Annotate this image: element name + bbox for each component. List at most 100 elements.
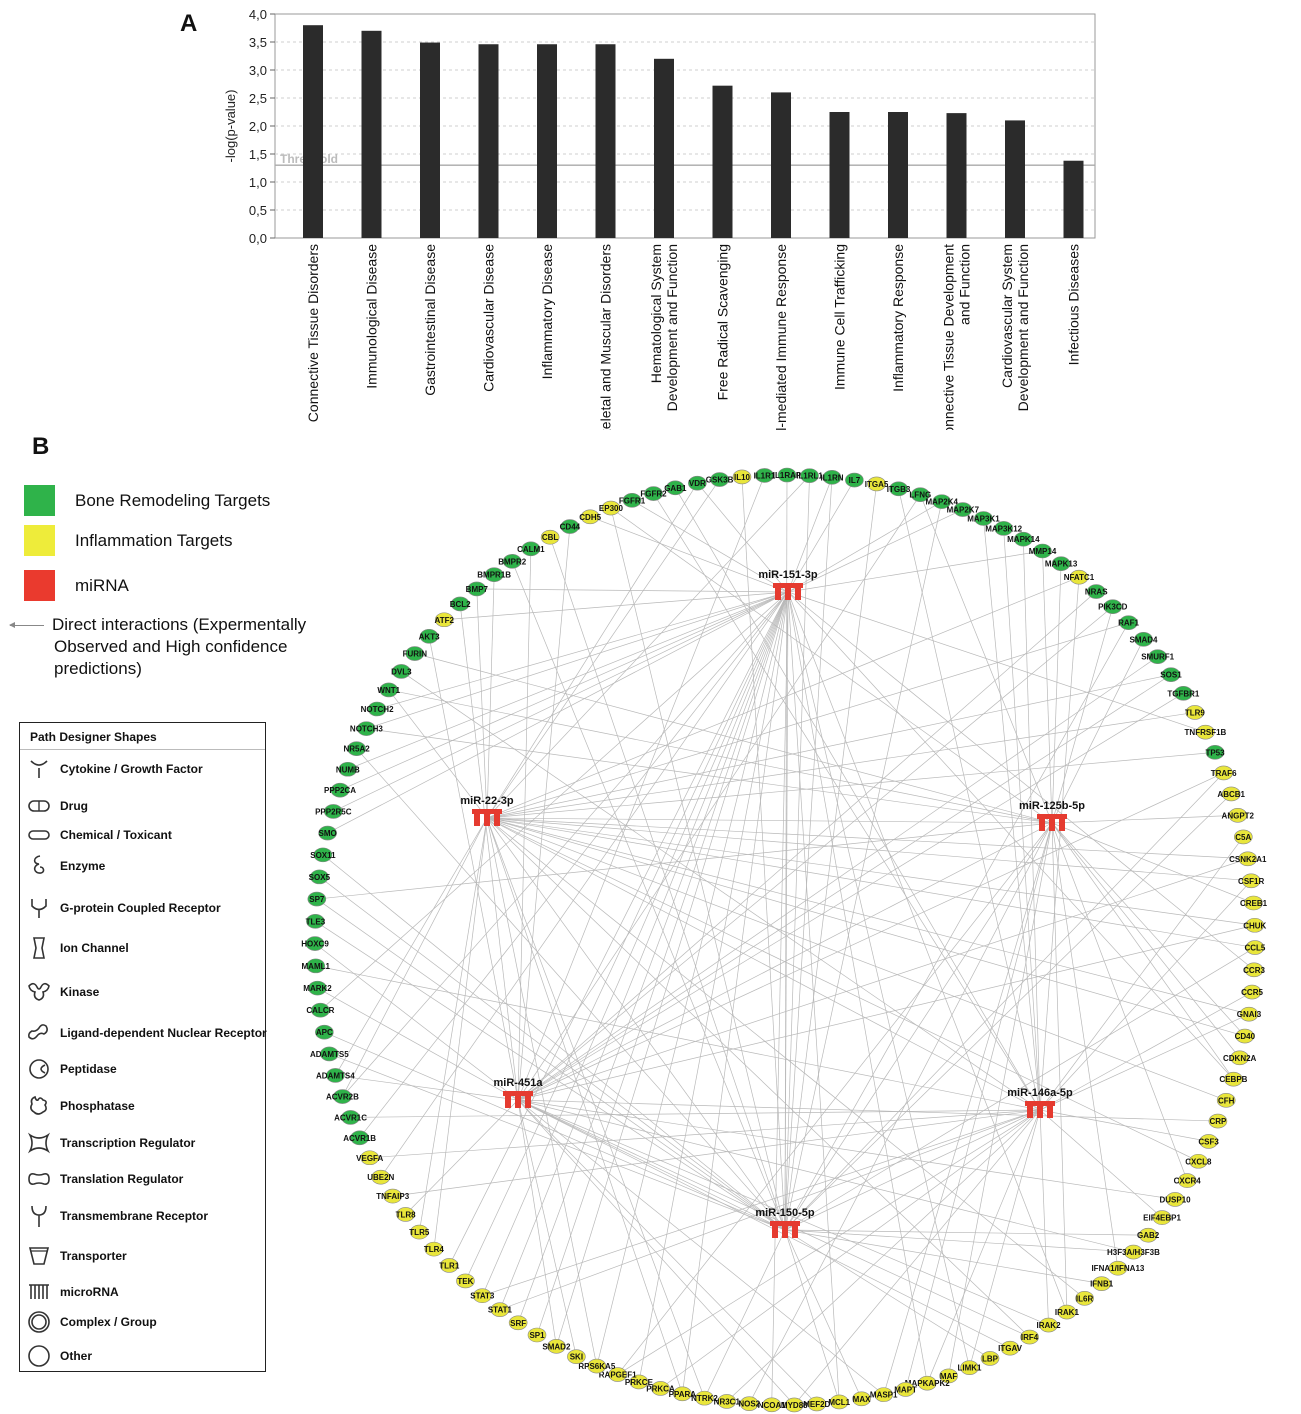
target-node-label: MAP2K4	[926, 498, 959, 507]
target-node-label: SMAD2	[542, 1342, 571, 1351]
y-tick-label: 1,0	[249, 175, 267, 190]
microrna-leg	[1027, 1104, 1033, 1118]
arrow-icon	[9, 622, 44, 629]
edge	[704, 1229, 786, 1399]
shape-label: Chemical / Toxicant	[60, 828, 172, 842]
target-node-yellow	[1245, 917, 1265, 933]
edge	[517, 1099, 795, 1406]
target-node-label: RPS6KA5	[578, 1362, 615, 1371]
mirna-node: miR-146a-5p	[1007, 1087, 1073, 1118]
target-node-label: WNT1	[377, 686, 400, 695]
edge	[784, 477, 833, 1231]
x-tick-label: Cell-mediated Immune Response	[773, 244, 789, 452]
path-designer-shapes-box: Path Designer Shapes Cytokine / Growth F…	[19, 722, 267, 1372]
edge	[418, 817, 488, 1233]
target-node-label: GAB2	[1137, 1231, 1160, 1240]
edge	[324, 1031, 786, 1231]
target-node-label: MMP14	[1029, 547, 1057, 556]
target-node-yellow	[473, 1288, 492, 1304]
edge	[486, 475, 810, 819]
target-node-yellow	[540, 529, 560, 545]
edge	[448, 591, 789, 1266]
target-node-green	[1119, 615, 1138, 630]
shape-label: Ligand-dependent Nuclear Receptor	[60, 1026, 267, 1040]
edge	[317, 987, 519, 1101]
target-node-yellow	[1239, 1006, 1259, 1022]
target-node-yellow	[371, 1169, 391, 1185]
edge	[517, 1099, 1218, 1122]
y-tick-label: 0,0	[249, 231, 267, 246]
x-tick-label: Inflammatory Disease	[539, 244, 555, 380]
edge	[784, 947, 1256, 1231]
target-node-label: STAT1	[488, 1306, 513, 1315]
target-node-label: IRAK2	[1037, 1321, 1062, 1330]
transporter-icon	[26, 1243, 52, 1269]
edge	[335, 817, 488, 1076]
edge	[784, 475, 788, 1231]
target-node-label: SOS1	[1160, 671, 1182, 680]
microrna-leg	[772, 1224, 778, 1238]
edge	[428, 636, 519, 1101]
arrow-legend-line-2: Observed and High confidence	[54, 637, 288, 656]
target-node-label: PIK3CD	[1098, 603, 1128, 612]
edge	[486, 574, 495, 819]
target-node-label: MCL1	[828, 1398, 850, 1407]
edge	[741, 476, 786, 1231]
target-node-yellow	[1000, 1340, 1020, 1356]
target-node-label: CXCR4	[1174, 1177, 1202, 1186]
edge	[329, 1053, 786, 1231]
target-node-label: MAPT	[894, 1385, 917, 1394]
target-node-yellow	[1208, 1113, 1228, 1129]
y-tick-label: 0,5	[249, 203, 267, 218]
target-node-label: CEBPB	[1219, 1075, 1247, 1084]
target-node-label: IL1RAP	[773, 471, 802, 480]
x-tick-label-line: Hematological System	[648, 244, 664, 383]
edge	[486, 817, 598, 1367]
y-tick-label: 2,5	[249, 91, 267, 106]
target-node-label: ATF2	[435, 616, 455, 625]
target-node-yellow	[410, 1224, 429, 1240]
edge	[517, 526, 571, 1101]
edge	[787, 591, 1234, 1080]
ion-channel-icon	[26, 935, 52, 961]
transcription-regulator-icon	[26, 1130, 52, 1156]
target-node-label: DUSP10	[1160, 1195, 1192, 1204]
target-node-green	[688, 475, 707, 491]
target-node-yellow	[1138, 1227, 1158, 1243]
target-node-green	[1161, 667, 1181, 682]
target-node-label: CCR3	[1243, 966, 1265, 975]
target-node-green	[845, 472, 864, 488]
mirna-label: miR-22-3p	[460, 795, 513, 807]
target-node-label: AKT3	[419, 632, 440, 641]
edge	[787, 479, 855, 593]
edge	[401, 671, 1041, 1111]
target-node-green	[1086, 584, 1106, 599]
target-node-label: GAB1	[664, 484, 687, 493]
target-node-yellow	[917, 1375, 937, 1391]
edge	[787, 591, 840, 1402]
target-node-yellow	[456, 1273, 475, 1289]
target-node-label: IRF4	[1021, 1333, 1039, 1342]
bar	[888, 112, 908, 238]
edge	[476, 588, 789, 593]
shape-row: Transporter	[26, 1243, 127, 1269]
target-node-yellow	[601, 500, 621, 516]
edge	[948, 822, 1053, 1376]
target-node-green	[777, 467, 797, 483]
target-node-label: IL7	[849, 476, 861, 485]
edge	[388, 689, 1053, 824]
peptidase-icon	[26, 1056, 52, 1082]
target-node-yellow	[960, 1360, 979, 1375]
target-node-label: EP300	[599, 504, 624, 513]
target-node-green	[953, 502, 973, 517]
target-node-green	[367, 701, 387, 717]
edge	[1051, 822, 1119, 1269]
edge	[414, 653, 1053, 824]
legend-mirna: miRNA	[24, 570, 129, 601]
target-node-label: MASP1	[870, 1391, 898, 1400]
x-tick-label: Infectious Diseases	[1066, 244, 1082, 365]
shape-row: G-protein Coupled Receptor	[26, 895, 221, 921]
target-node-label: ITGB3	[887, 485, 911, 494]
edge	[517, 674, 1172, 1101]
edge	[517, 1099, 1011, 1349]
